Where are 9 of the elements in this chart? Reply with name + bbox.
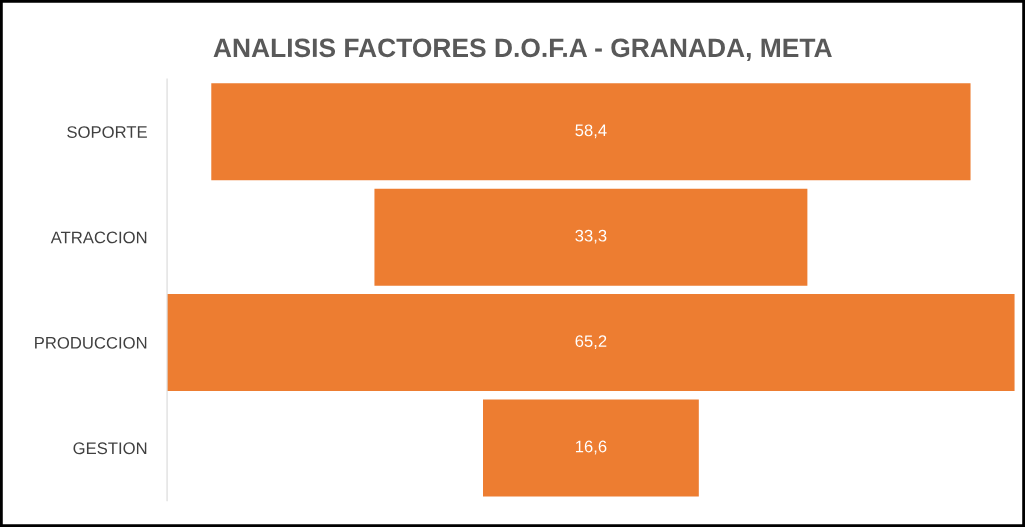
data-label: 65,2 xyxy=(575,335,607,349)
data-label: 33,3 xyxy=(575,229,607,244)
category-label: PRODUCCION xyxy=(35,336,147,349)
category-label: GESTION xyxy=(73,442,147,455)
category-label: ATRACCION xyxy=(50,231,147,244)
data-label: 16,6 xyxy=(575,440,607,455)
category-label: SOPORTE xyxy=(67,126,147,138)
data-label: 58,4 xyxy=(575,124,607,139)
text: ANALISIS FACTORES D.O.F.A - GRANADA, META xyxy=(213,38,832,61)
